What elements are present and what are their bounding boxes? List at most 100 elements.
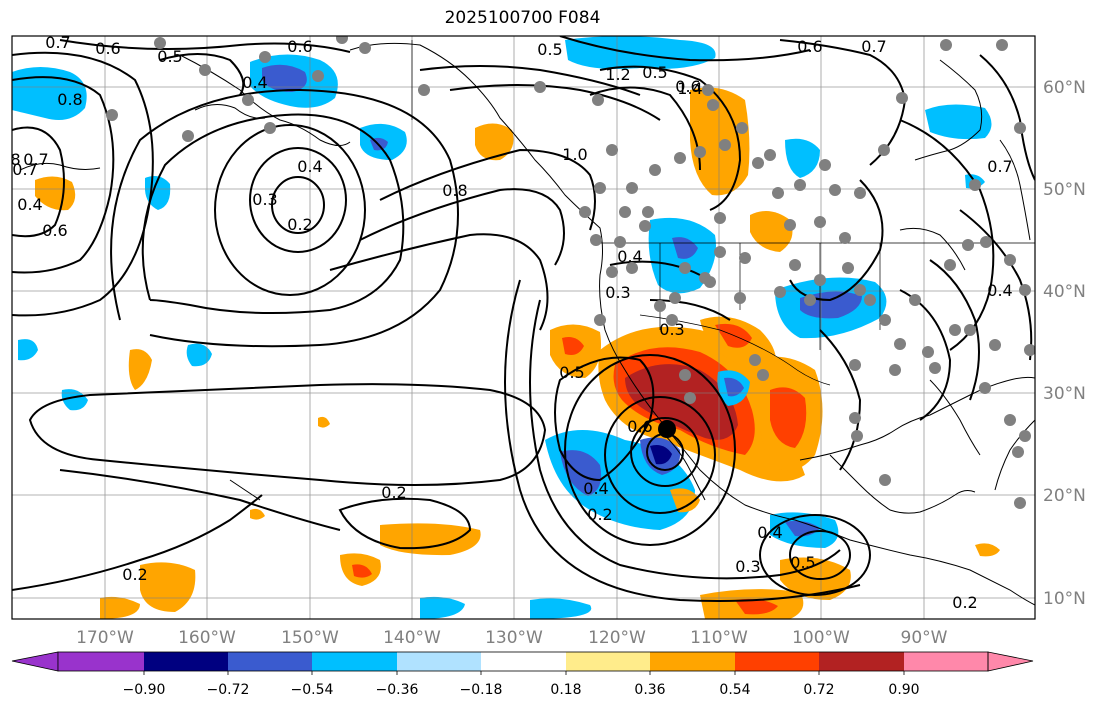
contour-label: 0.3	[659, 320, 684, 339]
station-dot	[814, 216, 826, 228]
station-dot	[909, 294, 921, 306]
station-dot	[1014, 122, 1026, 134]
shade-orange-s8	[250, 508, 265, 520]
latitude-labels: 60°N 50°N 40°N 30°N 20°N 10°N	[1043, 78, 1086, 609]
shade-red-sw	[562, 337, 584, 355]
longitude-labels: 170°W 160°W 150°W 140°W 130°W 120°W 110°…	[76, 628, 948, 648]
station-dot	[594, 182, 606, 194]
lon-label: 100°W	[792, 628, 850, 648]
station-dot	[889, 364, 901, 376]
station-dot	[879, 474, 891, 486]
colorbar-bin	[58, 652, 144, 671]
shade-navy-baja	[650, 445, 672, 465]
station-dot	[714, 212, 726, 224]
shade-blue-canada	[785, 138, 820, 178]
station-dot	[654, 300, 666, 312]
coastlines	[19, 42, 1035, 606]
lon-label: 130°W	[485, 628, 543, 648]
station-dot	[757, 369, 769, 381]
lat-label: 10°N	[1043, 589, 1086, 609]
shade-dblue-mex	[724, 377, 744, 397]
lat-label: 50°N	[1043, 180, 1086, 200]
lon-label: 170°W	[76, 628, 134, 648]
station-dot	[679, 262, 691, 274]
colorbar: −0.90 −0.72 −0.54 −0.36 −0.18 0.18 0.36 …	[11, 651, 1034, 698]
station-dot	[154, 37, 166, 49]
station-dot	[1019, 284, 1031, 296]
station-dot	[264, 122, 276, 134]
station-dot	[752, 157, 764, 169]
colorbar-tick-label: 0.36	[634, 682, 665, 698]
station-dot	[839, 232, 851, 244]
lat-label: 40°N	[1043, 282, 1086, 302]
shade-blue-left3	[61, 389, 88, 411]
station-dot	[359, 42, 371, 54]
shade-orange-s	[670, 488, 700, 513]
contour-label: 0.4	[617, 247, 642, 266]
station-dot	[749, 354, 761, 366]
station-dot	[642, 206, 654, 218]
station-dot	[804, 294, 816, 306]
station-dot	[772, 187, 784, 199]
station-dot	[590, 234, 602, 246]
colorbar-extend-low	[11, 651, 59, 672]
lon-label: 160°W	[178, 628, 236, 648]
contour-label: 1.4	[677, 79, 702, 98]
colorbar-tick-label: −0.54	[291, 682, 334, 698]
station-dot	[979, 382, 991, 394]
station-dot	[336, 36, 348, 44]
station-dot	[962, 239, 974, 251]
station-dot	[534, 81, 546, 93]
station-dot	[980, 236, 992, 248]
colorbar-bin	[566, 652, 650, 671]
contour-label: 0.4	[17, 195, 42, 214]
station-dot	[1004, 414, 1016, 426]
shade-orange-s9	[318, 416, 330, 428]
colorbar-frame	[57, 651, 989, 672]
shade-orange-small	[128, 349, 152, 390]
colorbar-tick-label: 0.90	[888, 682, 919, 698]
station-dot	[714, 246, 726, 258]
colorbar-bin	[397, 652, 481, 671]
station-dot	[922, 346, 934, 358]
station-dot	[944, 259, 956, 271]
station-dot	[736, 122, 748, 134]
station-dot	[666, 314, 678, 326]
station-dot	[626, 182, 638, 194]
station-dot	[614, 236, 626, 248]
colorbar-bin	[228, 652, 312, 671]
station-dot	[842, 262, 854, 274]
shade-orangered-east	[715, 323, 752, 348]
shade-orange-s7	[975, 543, 1000, 557]
station-dot	[639, 220, 651, 232]
shade-blue-top	[565, 36, 716, 69]
station-dot	[649, 164, 661, 176]
station-dot	[1024, 344, 1035, 356]
station-dot	[964, 324, 976, 336]
station-dot	[259, 51, 271, 63]
station-dot	[849, 412, 861, 424]
station-dot	[734, 292, 746, 304]
shade-blue-left	[18, 339, 38, 361]
station-dot	[626, 262, 638, 274]
station-dot	[702, 84, 714, 96]
station-dot	[619, 206, 631, 218]
station-dot	[1014, 497, 1026, 509]
contour-label: 0.6	[42, 221, 67, 240]
contour-label: 0.6	[797, 37, 822, 56]
map-panel	[12, 36, 1035, 619]
station-dot	[996, 39, 1008, 51]
station-dot	[669, 292, 681, 304]
colorbar-bin	[312, 652, 397, 671]
station-dot	[764, 149, 776, 161]
station-dot	[854, 284, 866, 296]
contour-label: 0.2	[952, 593, 977, 612]
station-dot	[819, 159, 831, 171]
contour-label: 0.4	[987, 281, 1012, 300]
station-dot	[896, 92, 908, 104]
station-dots	[106, 36, 1035, 509]
contour-label: 0.4	[757, 523, 782, 542]
shade-red-s5	[735, 598, 778, 615]
station-dot	[851, 430, 863, 442]
